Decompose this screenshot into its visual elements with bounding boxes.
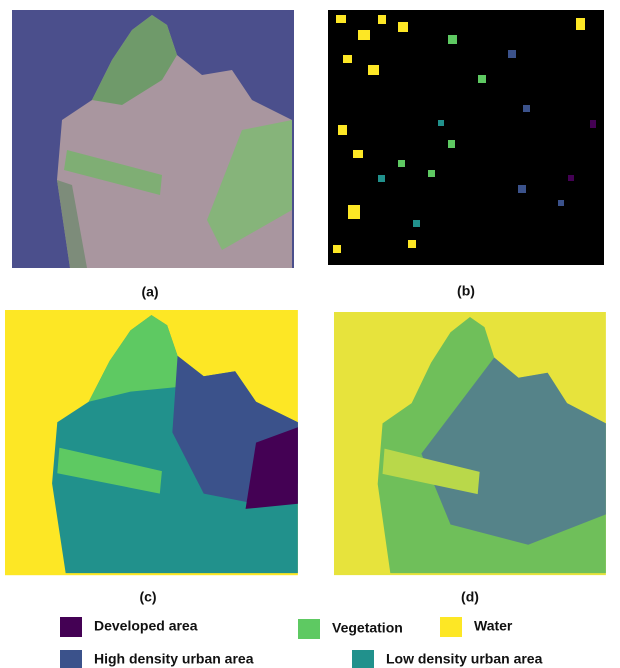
legend-swatch	[298, 619, 320, 639]
panel-d-image	[334, 312, 606, 576]
legend-label: High density urban area	[94, 651, 254, 667]
caption: (c)	[139, 589, 156, 605]
panel-c-image	[5, 310, 298, 576]
legend-swatch	[60, 650, 82, 668]
panel-b-image	[328, 10, 604, 265]
legend-swatch	[60, 617, 82, 637]
legend-label: Developed area	[94, 618, 198, 634]
legend-swatch	[352, 650, 374, 668]
legend-label: Vegetation	[332, 620, 403, 636]
caption: (a)	[141, 284, 158, 300]
panel-a-image	[12, 10, 294, 268]
legend-label: Water	[474, 618, 513, 634]
legend-label: Low density urban area	[386, 651, 543, 667]
caption: (d)	[461, 589, 479, 605]
legend-swatch	[440, 617, 462, 637]
caption: (b)	[457, 283, 475, 299]
